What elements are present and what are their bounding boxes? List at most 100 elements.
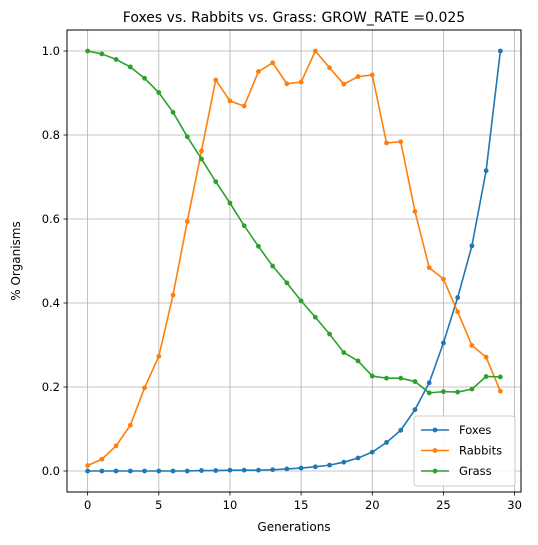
data-point-foxes [227, 467, 233, 473]
legend-label-rabbits: Rabbits [459, 444, 502, 458]
x-tick-label: 0 [84, 498, 91, 512]
data-point-foxes [369, 449, 375, 455]
data-point-foxes [355, 455, 361, 461]
data-point-foxes [170, 468, 176, 474]
data-point-rabbits [483, 354, 489, 360]
data-point-rabbits [199, 148, 204, 154]
series-line-rabbits [87, 50, 502, 467]
series-line-grass [87, 50, 501, 394]
data-point-foxes [469, 243, 475, 249]
data-point-rabbits [298, 79, 304, 85]
data-point-foxes [127, 468, 133, 474]
data-point-foxes [142, 468, 147, 474]
y-tick-label: 0.0 [42, 464, 60, 478]
data-point-rabbits [284, 81, 290, 87]
x-tick-label: 20 [365, 498, 380, 512]
legend-marker-foxes [432, 427, 438, 433]
y-tick-label: 0.6 [42, 212, 60, 226]
x-tick-label: 15 [294, 498, 309, 512]
y-tick-label: 0.2 [42, 380, 60, 394]
data-point-grass [327, 331, 332, 337]
data-point-rabbits [256, 69, 261, 74]
x-tick-label: 5 [155, 498, 162, 512]
data-point-foxes [284, 466, 290, 472]
data-point-grass [298, 298, 304, 304]
data-point-rabbits [127, 422, 133, 428]
data-point-grass [341, 350, 347, 355]
data-point-rabbits [241, 103, 247, 109]
y-axis: 0.0 0.2 0.4 0.6 0.8 1.0 [42, 44, 67, 478]
data-point-rabbits [99, 456, 105, 462]
legend: Foxes Rabbits Grass [413, 415, 516, 487]
data-point-rabbits [441, 276, 446, 282]
data-point-rabbits [341, 81, 347, 87]
plot-frame [66, 29, 522, 493]
x-axis: 0 5 10 15 20 25 30 [84, 492, 522, 512]
data-point-foxes [341, 459, 347, 465]
data-point-rabbits [369, 72, 375, 78]
data-point-grass [256, 243, 261, 249]
data-point-grass [99, 51, 105, 57]
x-tick-label: 25 [436, 498, 451, 512]
data-point-grass [227, 200, 233, 206]
data-point-rabbits [426, 265, 432, 271]
legend-label-grass: Grass [459, 464, 492, 478]
data-point-rabbits [412, 209, 418, 214]
x-tick-label: 10 [223, 498, 238, 512]
data-point-foxes [327, 462, 332, 468]
data-point-foxes [270, 467, 276, 473]
data-point-rabbits [213, 77, 219, 83]
data-point-foxes [241, 467, 247, 473]
chart-title: Foxes vs. Rabbits vs. Grass: GROW_RATE =… [123, 10, 465, 26]
data-point-grass [213, 179, 219, 185]
legend-label-foxes: Foxes [459, 423, 491, 437]
data-point-foxes [256, 467, 261, 473]
data-point-rabbits [497, 388, 503, 394]
data-point-foxes [441, 340, 446, 346]
legend-marker-grass [432, 468, 438, 474]
data-point-grass [412, 379, 418, 384]
data-point-rabbits [113, 443, 119, 449]
x-axis-label: Generations [257, 520, 330, 534]
data-point-foxes [455, 295, 461, 300]
data-point-rabbits [355, 74, 361, 80]
data-point-grass [398, 375, 404, 381]
y-axis-label: % Organisms [9, 221, 23, 301]
data-point-grass [127, 64, 133, 70]
data-point-foxes [412, 407, 418, 413]
data-point-rabbits [384, 140, 389, 146]
data-point-rabbits [312, 48, 318, 54]
x-tick-label: 30 [507, 498, 522, 512]
data-point-grass [497, 374, 503, 380]
data-point-foxes [85, 468, 91, 474]
data-point-grass [270, 263, 276, 269]
data-point-rabbits [156, 353, 162, 359]
data-point-rabbits [184, 219, 190, 224]
data-point-foxes [384, 440, 389, 445]
data-point-grass [469, 386, 475, 392]
data-point-grass [441, 389, 446, 395]
y-tick-label: 1.0 [42, 44, 60, 58]
legend-box [413, 415, 516, 487]
series-layer [85, 48, 503, 474]
data-point-foxes [213, 468, 219, 473]
data-point-grass [241, 223, 247, 229]
grid [67, 30, 521, 492]
data-point-foxes [156, 468, 162, 474]
data-point-foxes [113, 468, 119, 474]
legend-marker-rabbits [432, 448, 438, 453]
data-point-rabbits [455, 309, 461, 315]
data-point-rabbits [270, 60, 276, 66]
data-point-grass [142, 75, 147, 81]
series-line-foxes [87, 50, 502, 472]
data-point-grass [426, 390, 432, 396]
y-tick-label: 0.8 [42, 128, 60, 142]
data-point-rabbits [170, 292, 176, 298]
data-point-rabbits [327, 65, 332, 71]
y-tick-label: 0.4 [42, 296, 60, 310]
data-point-foxes [199, 468, 204, 473]
data-point-foxes [312, 464, 318, 470]
data-point-grass [156, 90, 162, 95]
data-point-grass [312, 314, 318, 320]
